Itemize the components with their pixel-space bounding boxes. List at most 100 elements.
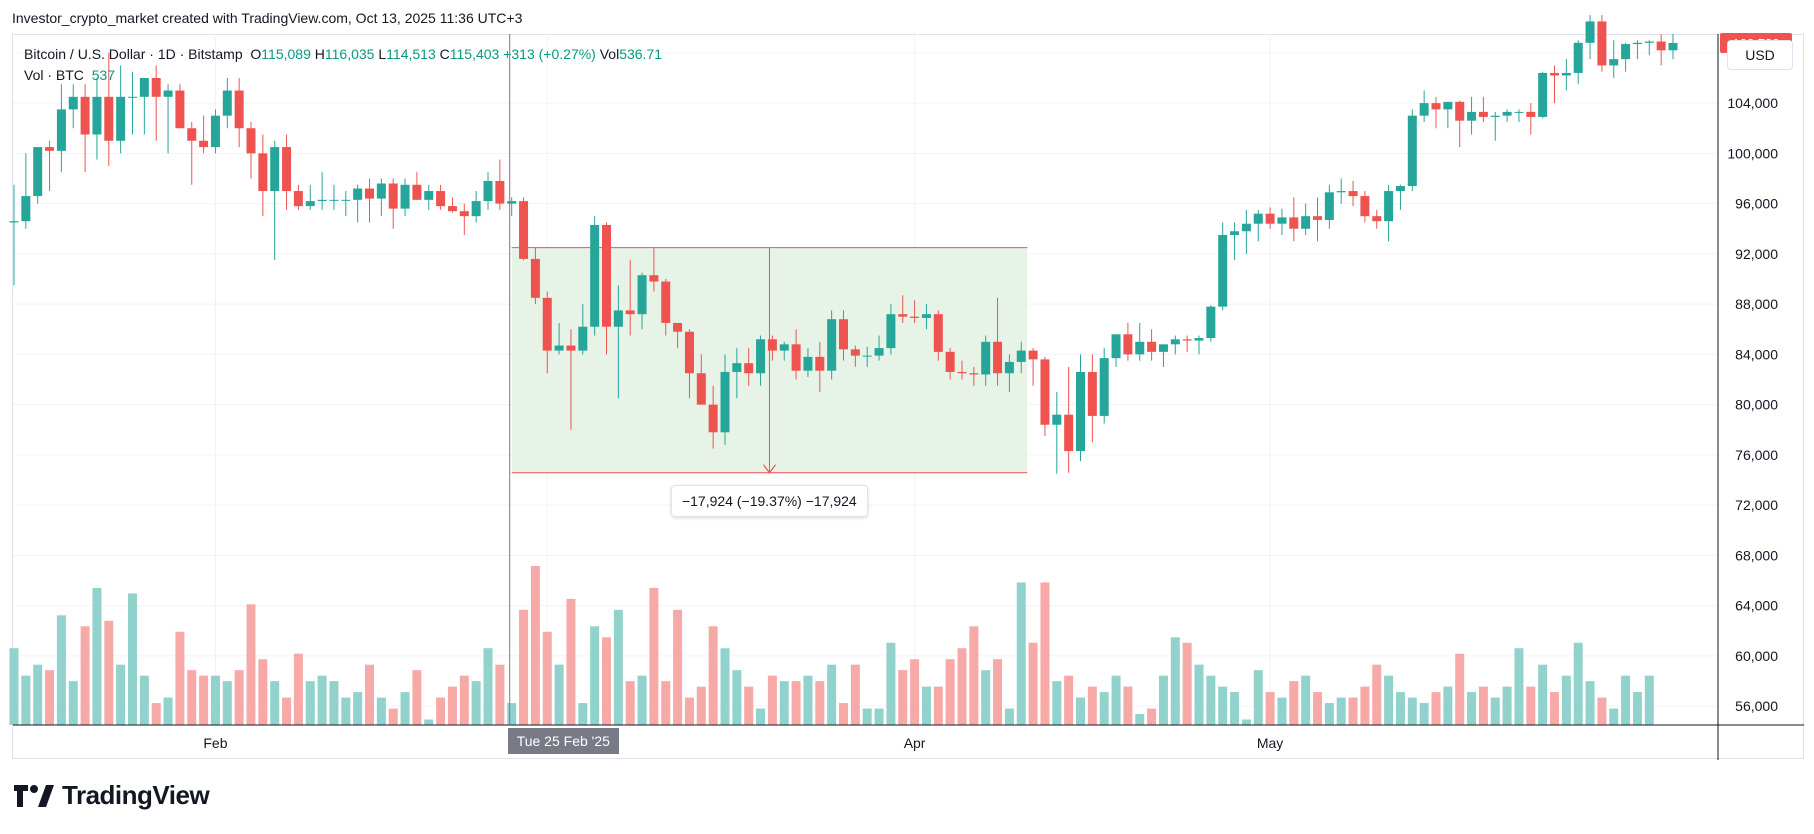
candle (637, 272, 647, 330)
candle-body (1668, 42, 1678, 51)
legend-close-value: 115,403 (449, 46, 500, 62)
currency-button[interactable]: USD (1727, 40, 1793, 70)
volume-bar (969, 626, 979, 725)
candle-body (9, 221, 19, 223)
candle-body (1040, 359, 1050, 425)
candle (1147, 329, 1157, 361)
volume-bar (1324, 703, 1334, 725)
candle (1123, 322, 1133, 361)
legend-symbol[interactable]: Bitcoin / U.S. Dollar · 1D · Bitstamp (24, 46, 243, 62)
legend-volume-value: 537 (91, 67, 116, 83)
volume-bar (1087, 686, 1097, 725)
volume-bar (1467, 692, 1477, 725)
candle-body (1538, 72, 1548, 117)
candle-body (1313, 216, 1322, 220)
candle-body (1514, 111, 1524, 113)
candle-body (282, 147, 292, 192)
candle-body (1099, 358, 1109, 416)
volume-bar (471, 681, 481, 725)
candle-body (92, 96, 102, 135)
volume-bar (1123, 686, 1133, 725)
volume-bar (1289, 681, 1299, 725)
candle (1336, 178, 1346, 204)
volume-bar (756, 708, 766, 725)
x-tick-label: Apr (904, 735, 926, 751)
candle (1668, 34, 1678, 60)
candle-body (1609, 59, 1619, 66)
candle-body (412, 184, 422, 200)
candle (388, 178, 398, 229)
y-tick-label: 76,000 (1735, 447, 1778, 463)
candle-body (68, 96, 78, 110)
candle (542, 291, 552, 374)
volume-bar (1455, 653, 1465, 725)
volume-bar (175, 631, 185, 725)
volume-bar (282, 697, 292, 725)
candle-body (1656, 41, 1666, 51)
legend-row-volume: Vol · BTC 537 (24, 65, 662, 86)
candle (56, 84, 66, 173)
candle-body (45, 147, 55, 151)
candle (898, 295, 908, 323)
candle-body (187, 128, 197, 141)
candle-body (507, 201, 517, 204)
volume-bar (1253, 670, 1263, 725)
candle-body (483, 180, 493, 202)
volume-bar (957, 648, 967, 725)
candle (128, 71, 137, 135)
candle (45, 140, 55, 192)
volume-bar (341, 697, 351, 725)
volume-bar (530, 565, 540, 725)
candle-body (744, 363, 754, 374)
candle-body (246, 128, 256, 154)
candle (993, 297, 1003, 386)
candle-body (151, 77, 161, 97)
volume-bar (708, 626, 718, 725)
candle (1064, 366, 1074, 473)
legend-row-price: Bitcoin / U.S. Dollar · 1D · Bitstamp O1… (24, 44, 662, 65)
legend-volume-label[interactable]: Vol · BTC (24, 67, 84, 83)
candle-body (839, 319, 848, 350)
candle-body (566, 345, 576, 351)
legend-low-value: 114,513 (386, 46, 436, 62)
volume-bar (116, 664, 126, 725)
candle (1194, 335, 1204, 355)
candle-body (530, 258, 540, 298)
candle-body (293, 191, 303, 207)
candle-body (1360, 196, 1370, 217)
candle (921, 304, 931, 330)
volume-bar (1407, 697, 1417, 725)
volume-bar (1194, 664, 1204, 725)
candle-body (1194, 338, 1204, 341)
candle (684, 329, 694, 399)
candle (1561, 59, 1571, 91)
volume-bar (234, 670, 244, 725)
tradingview-wordmark: TradingView (62, 780, 210, 810)
candle (862, 346, 872, 367)
candle (827, 310, 837, 380)
candle-body (1076, 371, 1085, 452)
volume-bar (696, 686, 706, 725)
candle (1040, 356, 1050, 437)
volume-bar (839, 703, 848, 725)
candle-body (1395, 186, 1405, 192)
volume-bar (9, 648, 19, 725)
candle (234, 77, 244, 148)
candle (1076, 354, 1085, 462)
candle (151, 65, 161, 141)
candle-body (886, 314, 896, 349)
candle (353, 184, 363, 223)
candle-body (732, 363, 742, 372)
candle (1431, 96, 1441, 129)
candle (590, 216, 600, 336)
candle (483, 172, 493, 210)
volume-bar (1609, 708, 1619, 725)
candle-body (436, 191, 446, 207)
candle (365, 178, 374, 223)
candle (341, 191, 351, 217)
tradingview-logo[interactable]: TradingView (14, 780, 210, 811)
candle-body (1384, 191, 1394, 222)
volume-bar (1431, 692, 1441, 725)
candle (376, 178, 386, 217)
